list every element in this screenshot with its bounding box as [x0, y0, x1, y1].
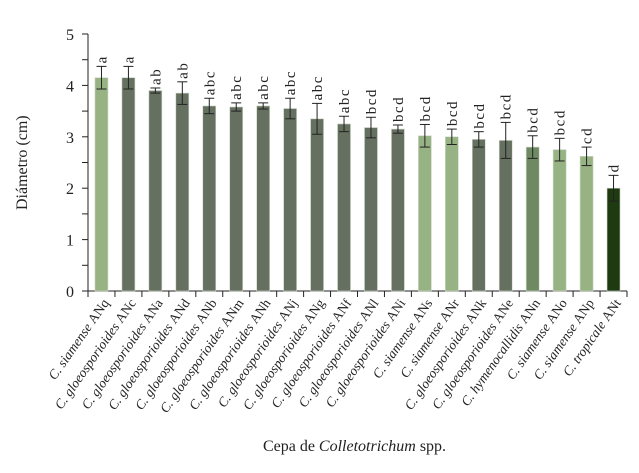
significance-letter: a — [94, 55, 110, 63]
bar — [283, 108, 297, 292]
y-tick-label: 1 — [66, 233, 74, 250]
significance-letter: abc — [310, 75, 326, 100]
bar — [148, 90, 163, 292]
significance-letter: abc — [229, 75, 245, 100]
significance-letter: bcd — [526, 107, 542, 133]
bar — [418, 135, 432, 292]
x-axis-label-genus: Colletotrichum — [318, 438, 416, 455]
bar — [256, 105, 270, 292]
y-tick-label: 5 — [66, 27, 74, 44]
significance-letter: bcd — [391, 96, 407, 122]
x-axis-label-suffix: spp. — [415, 438, 447, 455]
significance-letter: ab — [175, 62, 191, 79]
significance-letter: abc — [256, 75, 272, 100]
significance-letter: bcd — [472, 102, 488, 128]
x-axis-label: Cepa de Colletotrichum spp. — [0, 438, 639, 456]
bar — [121, 77, 136, 292]
bar — [202, 105, 217, 292]
bar — [229, 106, 244, 292]
bar — [498, 140, 513, 292]
bar — [606, 187, 621, 292]
x-axis-label-prefix: Cepa de — [262, 438, 319, 455]
y-tick-label: 4 — [66, 78, 74, 95]
significance-letter: bcd — [364, 88, 380, 114]
bar — [445, 136, 459, 292]
significance-letter: cd — [580, 127, 596, 144]
significance-letter: bcd — [553, 109, 569, 135]
y-axis-label: Diámetro (cm) — [14, 115, 31, 210]
bar — [310, 118, 324, 292]
significance-letter: abc — [283, 70, 299, 95]
y-tick-label: 2 — [66, 181, 74, 198]
significance-letter: ab — [148, 68, 164, 85]
bar — [94, 77, 109, 292]
bar — [337, 123, 351, 292]
significance-letter: bcd — [499, 93, 515, 119]
significance-letter: bcd — [418, 95, 434, 121]
bar — [525, 146, 540, 292]
y-tick-label: 0 — [66, 284, 74, 301]
bar — [391, 128, 405, 292]
y-tick-label: 3 — [66, 130, 74, 147]
bar — [552, 149, 567, 292]
significance-letter: d — [607, 163, 623, 172]
significance-letter: a — [121, 55, 137, 63]
bar — [579, 156, 594, 292]
significance-letter: abc — [202, 70, 218, 95]
bar — [175, 92, 190, 292]
bar — [364, 127, 378, 292]
bar — [471, 139, 486, 292]
significance-letter: abc — [337, 88, 353, 113]
significance-letter: bcd — [445, 100, 461, 126]
